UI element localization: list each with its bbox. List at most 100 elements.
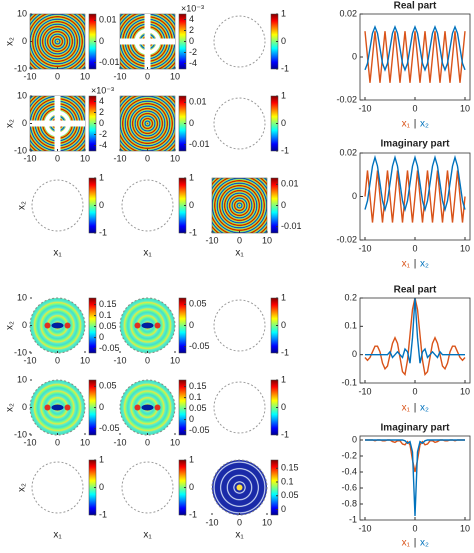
colorbar-tick-label: 1 (99, 454, 104, 464)
series-line (364, 24, 466, 72)
series-line (365, 439, 465, 473)
colorbar-tick-label: 0 (189, 200, 194, 210)
colorbar-tick-label: 2 (99, 107, 104, 117)
colorbar (270, 459, 279, 516)
x-tick-label: -10 (358, 243, 371, 253)
colorbar-tick-label: -0.05 (99, 343, 120, 353)
colorbar-tick-label: 4 (189, 14, 194, 24)
y-axis-label: x₂ (5, 119, 16, 128)
y-tick-label: -0.8 (341, 498, 357, 508)
x-tick-label: -10 (113, 153, 126, 163)
y-tick-label: 0 (22, 402, 27, 412)
series-line (364, 297, 466, 377)
series-line (364, 170, 466, 223)
colorbar-tick-label: -1 (281, 347, 289, 357)
x-tick-label: 0 (412, 523, 417, 533)
colorbar-tick-label: -0.01 (99, 57, 120, 67)
y-tick-label: 0 (22, 118, 27, 128)
colorbar-tick-label: 0 (99, 200, 104, 210)
colorbar-tick-label: 1 (189, 454, 194, 464)
x-tick-label: 10 (80, 71, 90, 81)
x-tick-label: 10 (262, 235, 272, 245)
colorbar-tick-label: 0.15 (281, 463, 299, 473)
colorbar-tick-label: 0 (189, 482, 194, 492)
colorbar-tick-label: -1 (189, 227, 197, 237)
colorbar-tick-label: 0.05 (99, 321, 117, 331)
colorbar-tick-label: 0 (99, 402, 104, 412)
colorbar-tick-label: 0 (189, 320, 194, 330)
series-line (365, 439, 465, 517)
x-tick-label: 10 (460, 386, 470, 396)
colorbar-tick-label: 1 (99, 172, 104, 182)
x-tick-label: 0 (412, 243, 417, 253)
x-tick-label: 0 (237, 235, 242, 245)
y-tick-label: -10 (14, 63, 27, 73)
chart-title: Imaginary part (381, 423, 451, 434)
x-tick-label: -10 (358, 523, 371, 533)
colorbar-tick-label: -1 (99, 227, 107, 237)
colorbar-tick-label: 0 (189, 414, 194, 424)
colorbar-tick-label: 0 (99, 332, 104, 342)
colorbar-tick-label: 0 (281, 320, 286, 330)
x-tick-label: -10 (23, 437, 36, 447)
colorbar-tick-label: -0.01 (189, 139, 210, 149)
colorbar-tick-label: 0 (189, 36, 194, 46)
colorbar-tick-label: 4 (99, 96, 104, 106)
empty-domain (121, 461, 174, 514)
field-spot (134, 322, 141, 329)
series-line (364, 154, 466, 213)
colorbar-tick-label: -1 (281, 429, 289, 439)
x-tick-label: 10 (80, 437, 90, 447)
chart-title: Real part (394, 1, 437, 12)
colorbar-tick-label: 0 (99, 482, 104, 492)
colorbar-tick-label: 0.05 (281, 490, 299, 500)
colorbar-tick-label: -0.01 (281, 221, 302, 231)
x-axis-label: x₁ (53, 530, 62, 541)
y-axis-label: x₂ (17, 483, 28, 492)
colorbar-tick-label: 0 (281, 36, 286, 46)
field-spot (64, 404, 71, 411)
x-tick-label: 0 (145, 71, 150, 81)
field-spot (141, 404, 154, 411)
colorbar-tick-label: -1 (281, 145, 289, 155)
x-tick-label: -10 (358, 386, 371, 396)
x-tick-label: -10 (23, 355, 36, 365)
x-tick-label: -10 (205, 235, 218, 245)
y-tick-label: -10 (14, 347, 27, 357)
colorbar-tick-label: 0 (189, 118, 194, 128)
field-spot (44, 404, 51, 411)
legend-label: x₁ (402, 119, 411, 130)
x-tick-label: 10 (170, 355, 180, 365)
y-tick-label: 0 (352, 51, 357, 61)
y-tick-label: 0 (352, 349, 357, 359)
colorbar-tick-label: 0.01 (189, 97, 207, 107)
colorbar-tick-label: 1 (281, 292, 286, 302)
y-tick-label: -0.6 (341, 482, 357, 492)
y-tick-label: 0 (352, 191, 357, 201)
empty-domain (213, 97, 266, 150)
legend-label: x₂ (420, 538, 429, 549)
x-tick-label: 0 (145, 355, 150, 365)
x-tick-label: 0 (55, 355, 60, 365)
x-tick-label: 10 (80, 153, 90, 163)
colorbar-tick-label: 0.15 (189, 381, 207, 391)
series-line (364, 31, 466, 83)
y-tick-label: 10 (17, 8, 27, 18)
x-axis-label: x₁ (143, 248, 152, 259)
x-tick-label: 0 (237, 517, 242, 527)
x-tick-label: -10 (205, 517, 218, 527)
y-tick-label: -10 (14, 145, 27, 155)
colorbar-tick-label: -1 (99, 509, 107, 519)
x-tick-label: 0 (145, 153, 150, 163)
field-spot (134, 404, 141, 411)
colorbar-tick-label: 0 (281, 504, 286, 514)
legend-label: x₁ (402, 403, 411, 414)
y-tick-label: -0.02 (336, 234, 357, 244)
colorbar-tick-label: 1 (281, 374, 286, 384)
colorbar-tick-label: -4 (189, 58, 197, 68)
x-tick-label: -10 (113, 71, 126, 81)
y-tick-label: 10 (17, 292, 27, 302)
plot-frame (359, 13, 471, 101)
chart-title: Real part (394, 285, 437, 296)
